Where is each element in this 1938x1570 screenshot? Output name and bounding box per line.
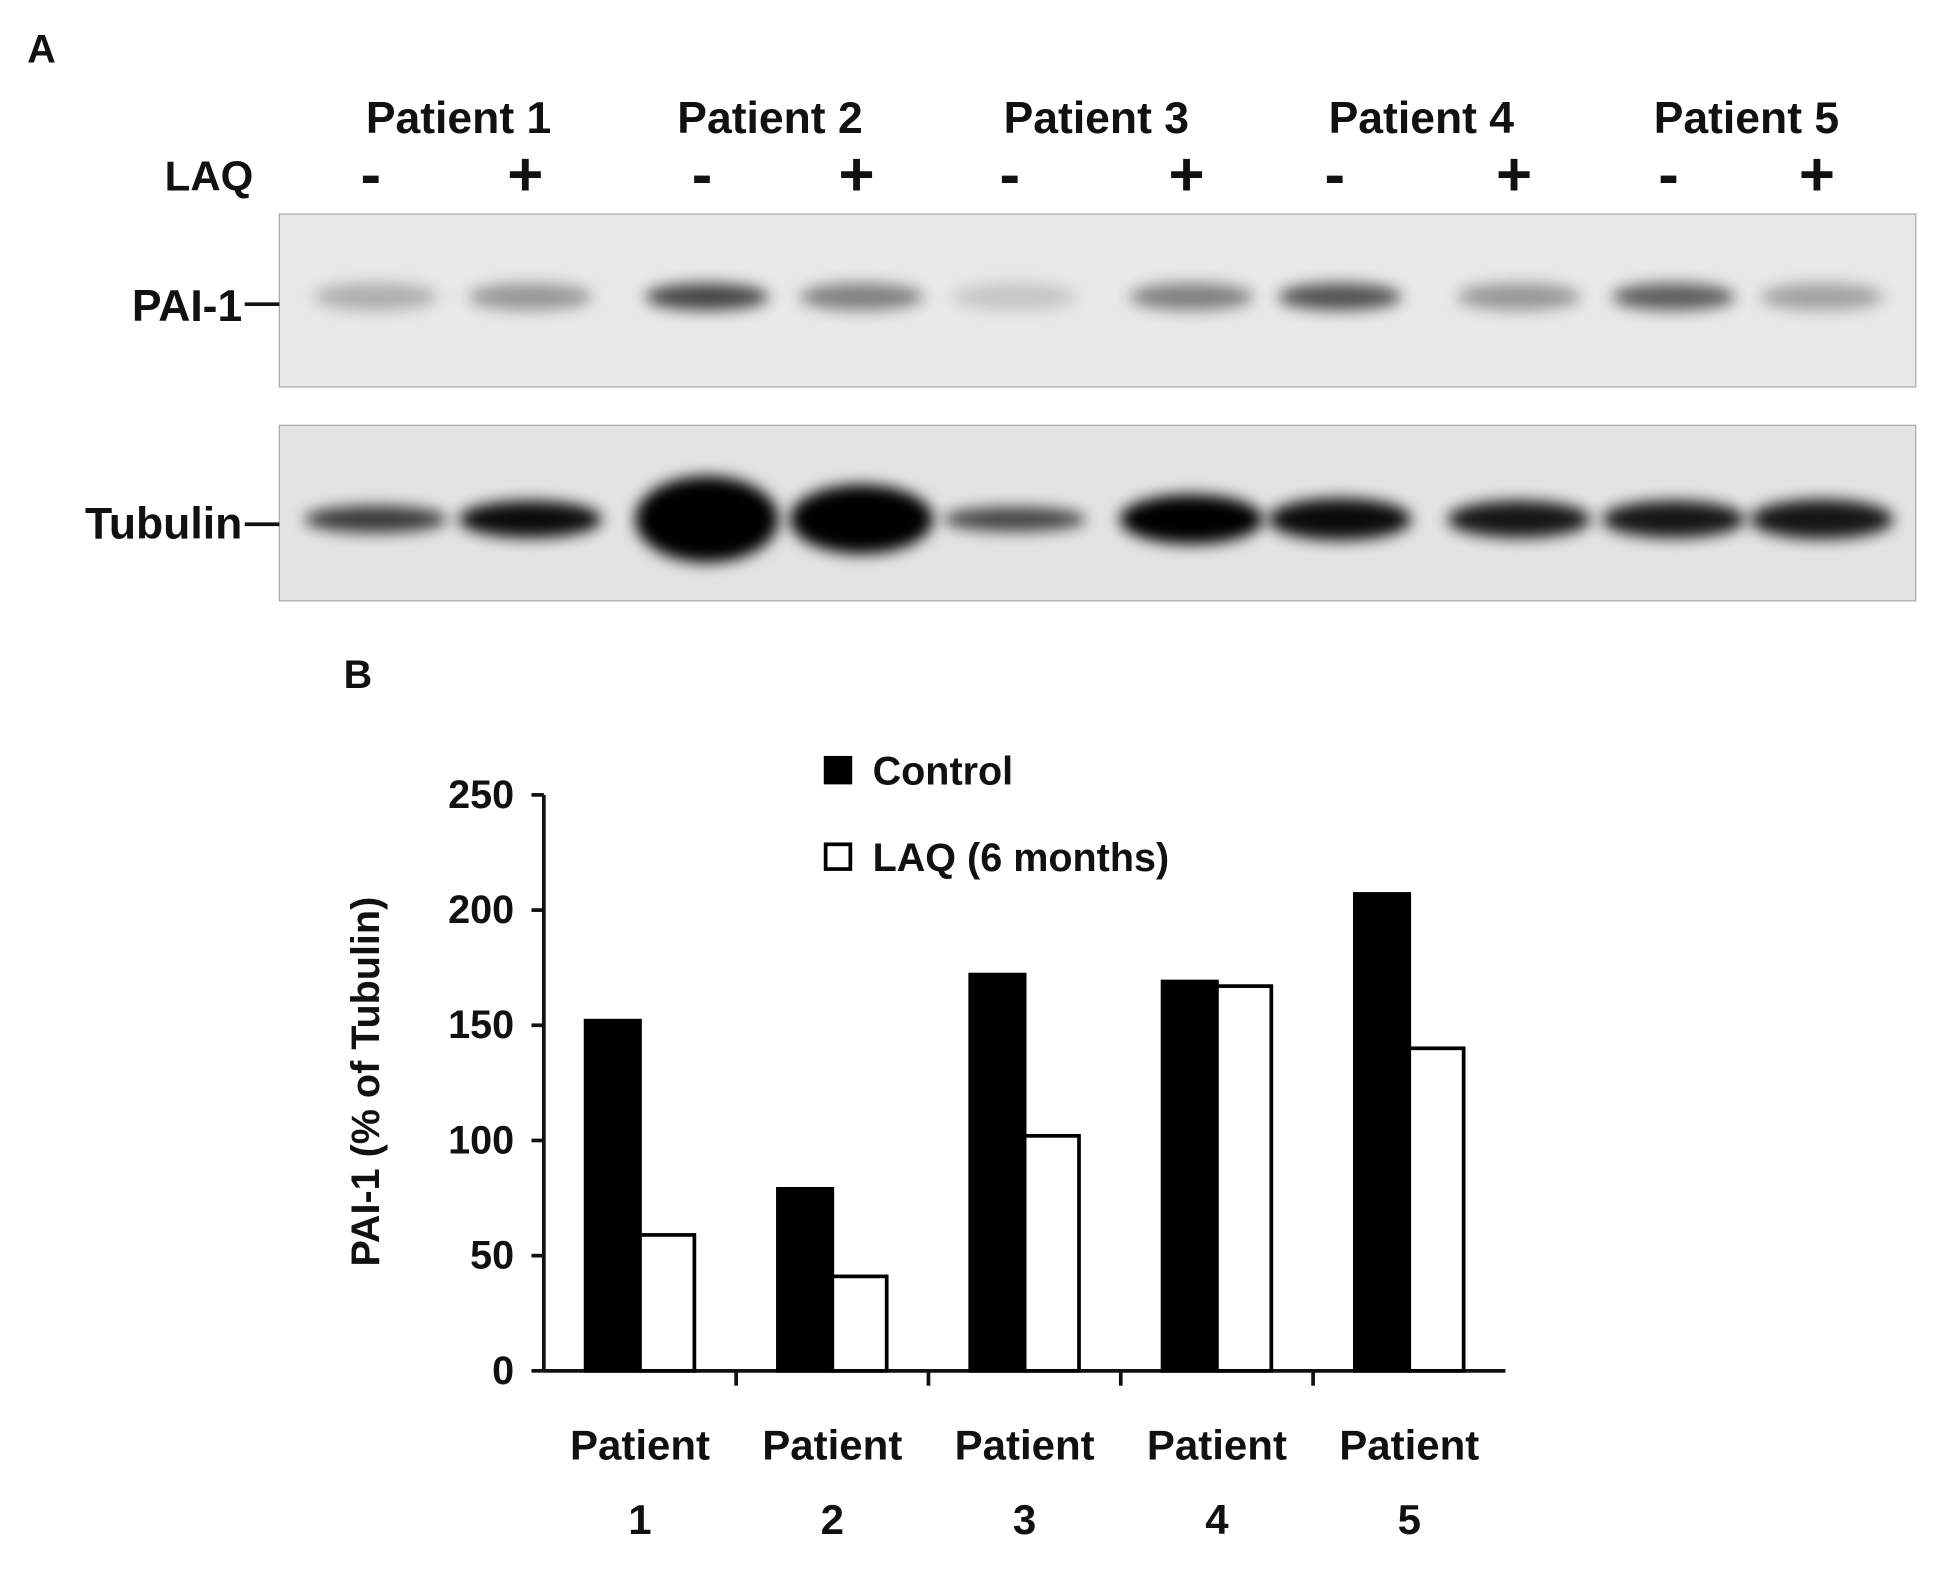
- panel-label: B: [344, 653, 373, 697]
- patient-label: Patient 2: [677, 94, 862, 143]
- bar: [1022, 1134, 1081, 1373]
- x-tick-label: Patient 1: [570, 1422, 710, 1543]
- patient-label: Patient 5: [1654, 94, 1839, 143]
- y-tick-label: 150: [448, 1003, 514, 1047]
- y-tick-label: 50: [470, 1234, 514, 1278]
- band: [1760, 283, 1884, 311]
- band: [468, 283, 593, 311]
- band: [304, 505, 448, 533]
- x-tick-label: Patient 2: [762, 1422, 902, 1543]
- lane-sign: +: [1799, 141, 1835, 210]
- band: [943, 506, 1087, 532]
- band: [789, 484, 934, 554]
- bar: [968, 972, 1027, 1373]
- y-tick-label: 200: [448, 888, 514, 932]
- patient-label: Patient 1: [366, 94, 551, 143]
- y-tick-label: 100: [448, 1118, 514, 1162]
- lane-sign: +: [1168, 141, 1204, 210]
- legend-label: Control: [873, 749, 1014, 793]
- lane-sign: -: [1325, 141, 1346, 210]
- y-axis-label: PAI-1 (% of Tubulin): [344, 897, 388, 1267]
- band: [1129, 283, 1254, 311]
- lane-sign: +: [507, 141, 543, 210]
- bar: [1215, 984, 1274, 1373]
- band: [1750, 499, 1894, 540]
- y-tick-label: 250: [448, 773, 514, 817]
- lane-sign: +: [1496, 141, 1532, 210]
- bar: [1407, 1046, 1466, 1373]
- x-tick-label: Patient 3: [955, 1422, 1095, 1543]
- y-tick-label: 0: [492, 1349, 514, 1393]
- band: [313, 283, 438, 311]
- lane-sign: -: [361, 141, 382, 210]
- band: [799, 283, 924, 311]
- lane-sign: -: [1658, 141, 1679, 210]
- lane-sign: -: [999, 141, 1020, 210]
- band: [1457, 283, 1581, 311]
- legend-label: LAQ (6 months): [873, 836, 1170, 880]
- band: [1447, 500, 1591, 538]
- patient-label: Patient 4: [1329, 94, 1515, 143]
- x-tick-label: Patient 4: [1147, 1422, 1287, 1543]
- bar: [638, 1233, 697, 1373]
- band: [1268, 498, 1412, 541]
- band: [952, 283, 1077, 311]
- bar: [830, 1274, 889, 1373]
- bar: [1353, 892, 1412, 1373]
- patient-label: Patient 3: [1004, 94, 1189, 143]
- lane-sign: +: [838, 141, 874, 210]
- x-tick-label: Patient 5: [1339, 1422, 1479, 1543]
- bar: [776, 1186, 835, 1373]
- band-label: PAI-1: [132, 282, 242, 331]
- band: [458, 500, 602, 538]
- treatment-label: LAQ: [165, 152, 254, 199]
- bar: [1160, 979, 1219, 1373]
- band: [645, 283, 769, 311]
- bar: [583, 1018, 642, 1373]
- lane-sign: -: [692, 141, 713, 210]
- band: [1277, 283, 1402, 311]
- band: [1119, 494, 1264, 544]
- legend-swatch: [823, 755, 853, 785]
- panel-label: A: [27, 28, 56, 72]
- legend-swatch: [823, 842, 853, 871]
- band: [1611, 283, 1736, 311]
- band: [635, 476, 779, 563]
- band-label: Tubulin: [85, 499, 242, 548]
- band: [1601, 500, 1746, 538]
